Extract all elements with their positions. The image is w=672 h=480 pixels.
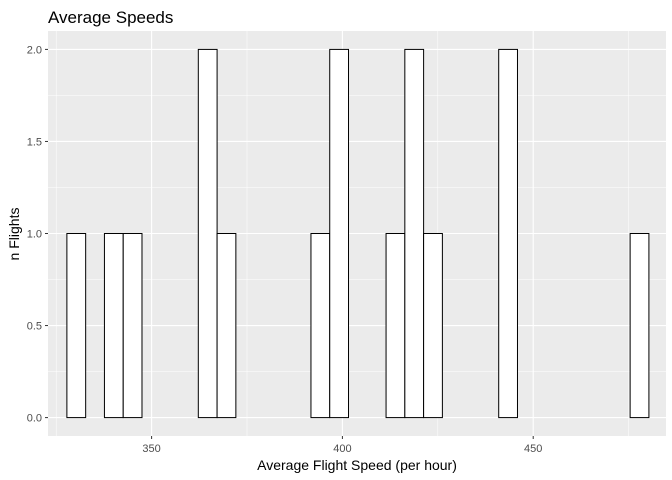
histogram-bar [329,48,350,419]
y-tick-label: 2.0 [27,44,42,56]
x-axis-tick-labels: 350 400 450 [142,443,542,455]
histogram-bar [423,233,443,419]
x-tick-label: 400 [333,443,351,455]
y-tick-label: 0.5 [27,321,42,333]
histogram-bar [122,233,143,419]
axis-ticks [45,48,534,439]
x-tick-label: 350 [142,443,160,455]
y-tick-label: 1.5 [27,136,42,148]
histogram-bar [498,48,518,419]
histogram-bar [197,48,218,419]
y-axis-title: n Flights [6,208,22,261]
x-axis-title: Average Flight Speed (per hour) [257,457,457,473]
x-tick-label: 450 [524,443,542,455]
histogram-bar [216,233,237,419]
histogram-bar [310,233,331,419]
y-axis-tick-labels: 0.0 0.5 1.0 1.5 2.0 [27,44,42,424]
histogram-bar [385,233,406,419]
histogram-bar [103,233,124,419]
chart-title: Average Speeds [48,8,173,27]
histogram-bars [66,48,650,419]
histogram-bar [629,233,650,419]
histogram-bar [66,233,87,419]
y-tick-label: 0.0 [27,413,42,425]
histogram-bar [404,48,425,419]
y-tick-label: 1.0 [27,229,42,241]
